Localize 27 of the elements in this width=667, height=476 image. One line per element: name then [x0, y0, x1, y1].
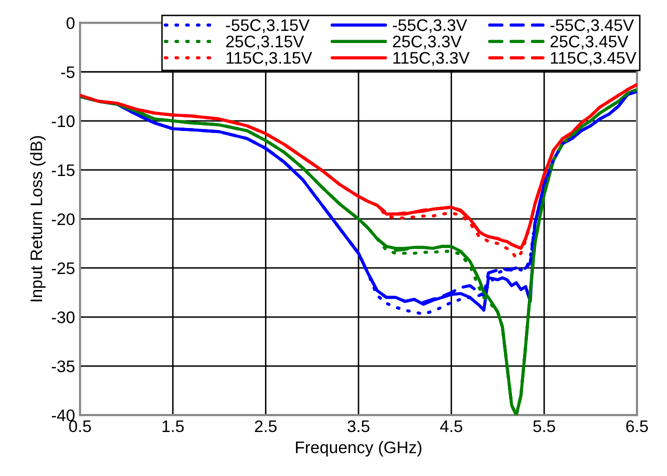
- legend-label: -55C,3.3V: [392, 19, 468, 34]
- y-tick-label: -25: [52, 262, 74, 274]
- x-axis-title: Frequency (GHz): [296, 441, 422, 457]
- y-tick-label: -40: [52, 409, 75, 422]
- x-tick-label: 2.5: [254, 420, 277, 432]
- legend-label: 25C,3.45V: [550, 36, 628, 50]
- legend-label: -55C,3.45V: [550, 19, 634, 34]
- y-tick-label: 0: [66, 17, 75, 30]
- x-tick-label: 5.5: [533, 420, 556, 432]
- x-tick-label: 1.5: [162, 420, 184, 432]
- y-tick-label: -5: [61, 66, 74, 78]
- y-tick-label: -10: [52, 115, 75, 128]
- y-tick-label: -35: [52, 360, 74, 372]
- x-tick-label: 3.5: [348, 420, 370, 432]
- legend-label: 115C,3.15V: [226, 52, 312, 66]
- legend-label: -55C,3.15V: [226, 19, 310, 34]
- y-axis-title: Input Return Loss (dB): [30, 136, 46, 302]
- legend-label: 115C,3.3V: [393, 52, 470, 66]
- x-tick-label: 4.5: [440, 420, 462, 432]
- legend-label: 25C,3.15V: [226, 36, 304, 50]
- y-tick-label: -30: [52, 311, 75, 324]
- y-tick-label: -15: [52, 164, 74, 176]
- x-tick-label: 6.5: [626, 420, 648, 432]
- legend-label: 25C,3.3V: [392, 36, 462, 50]
- y-tick-label: -20: [52, 213, 75, 226]
- x-tick-label: 0.5: [69, 420, 91, 432]
- legend-label: 115C,3.45V: [550, 52, 636, 66]
